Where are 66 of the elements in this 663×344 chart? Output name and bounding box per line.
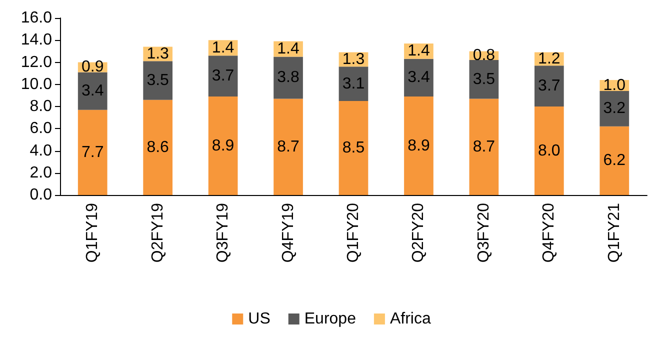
bar: [274, 56, 303, 99]
data-label: 3.5: [146, 72, 170, 90]
bar: [469, 60, 499, 99]
x-tick-label: Q1FY20: [345, 202, 362, 263]
y-tick-label: 8.0: [30, 98, 52, 115]
y-tick-label: 6.0: [30, 120, 52, 138]
x-tick-label: Q4FY19: [280, 202, 297, 263]
bar: [469, 98, 499, 195]
y-tick-label: 16.0: [20, 10, 52, 26]
y-tick-label: 14.0: [20, 32, 52, 49]
data-label: 1.4: [408, 42, 430, 60]
x-tick-label: Q2FY20: [410, 202, 428, 263]
data-label: 8.7: [472, 138, 496, 156]
bar: [404, 58, 434, 97]
data-label: 1.4: [277, 40, 300, 58]
data-label: 8.7: [277, 138, 300, 156]
y-tick-label: 10.0: [20, 76, 52, 93]
data-label: 3.7: [212, 68, 234, 85]
y-tick-label: 2.0: [30, 164, 52, 182]
bar: [338, 100, 368, 195]
data-label: 1.3: [146, 45, 170, 62]
data-label: 1.2: [538, 50, 560, 68]
data-label: 7.7: [81, 144, 104, 161]
x-tick-label: Q1FY19: [84, 202, 102, 263]
y-tick-label: 4.0: [30, 142, 52, 160]
bar: [143, 100, 173, 195]
data-label: 3.8: [277, 69, 300, 86]
bar: [78, 110, 108, 195]
x-tick-label: Q3FY20: [475, 202, 492, 263]
y-tick-label: 0.0: [30, 186, 52, 204]
data-label: 8.9: [408, 137, 430, 154]
bar: [143, 61, 173, 100]
legend-label: Europe: [304, 310, 356, 328]
x-tick-label: Q2FY19: [149, 202, 166, 263]
x-tick-label: Q4FY20: [540, 202, 558, 263]
bar: [338, 66, 368, 101]
data-label: 3.1: [342, 75, 365, 92]
data-label: 3.7: [538, 78, 560, 95]
bar: [208, 56, 238, 97]
bar: [404, 96, 434, 195]
data-label: 0.8: [472, 47, 496, 64]
data-label: 3.4: [81, 82, 104, 100]
data-label: 6.2: [603, 152, 626, 170]
data-label: 3.4: [408, 69, 430, 86]
data-label: 8.0: [538, 142, 560, 160]
data-label: 3.2: [603, 100, 626, 118]
bar: [274, 98, 303, 195]
data-label: 1.4: [212, 39, 234, 56]
bar: [534, 66, 564, 106]
data-label: 1.0: [603, 76, 626, 94]
y-tick-label: 12.0: [20, 54, 52, 71]
legend-label: US: [248, 310, 270, 328]
legend-label: Africa: [390, 310, 431, 328]
data-label: 8.9: [212, 137, 234, 154]
data-label: 8.5: [342, 139, 365, 156]
x-tick-label: Q1FY21: [606, 202, 623, 263]
bar: [208, 96, 238, 195]
data-label: 1.3: [342, 50, 365, 68]
bar: [600, 91, 630, 126]
data-label: 0.9: [81, 58, 104, 76]
bar: [600, 126, 630, 195]
data-label: 8.6: [146, 138, 170, 156]
data-label: 3.5: [472, 70, 496, 88]
bar: [534, 106, 564, 195]
x-tick-label: Q3FY19: [214, 202, 232, 263]
bar: [78, 72, 108, 110]
